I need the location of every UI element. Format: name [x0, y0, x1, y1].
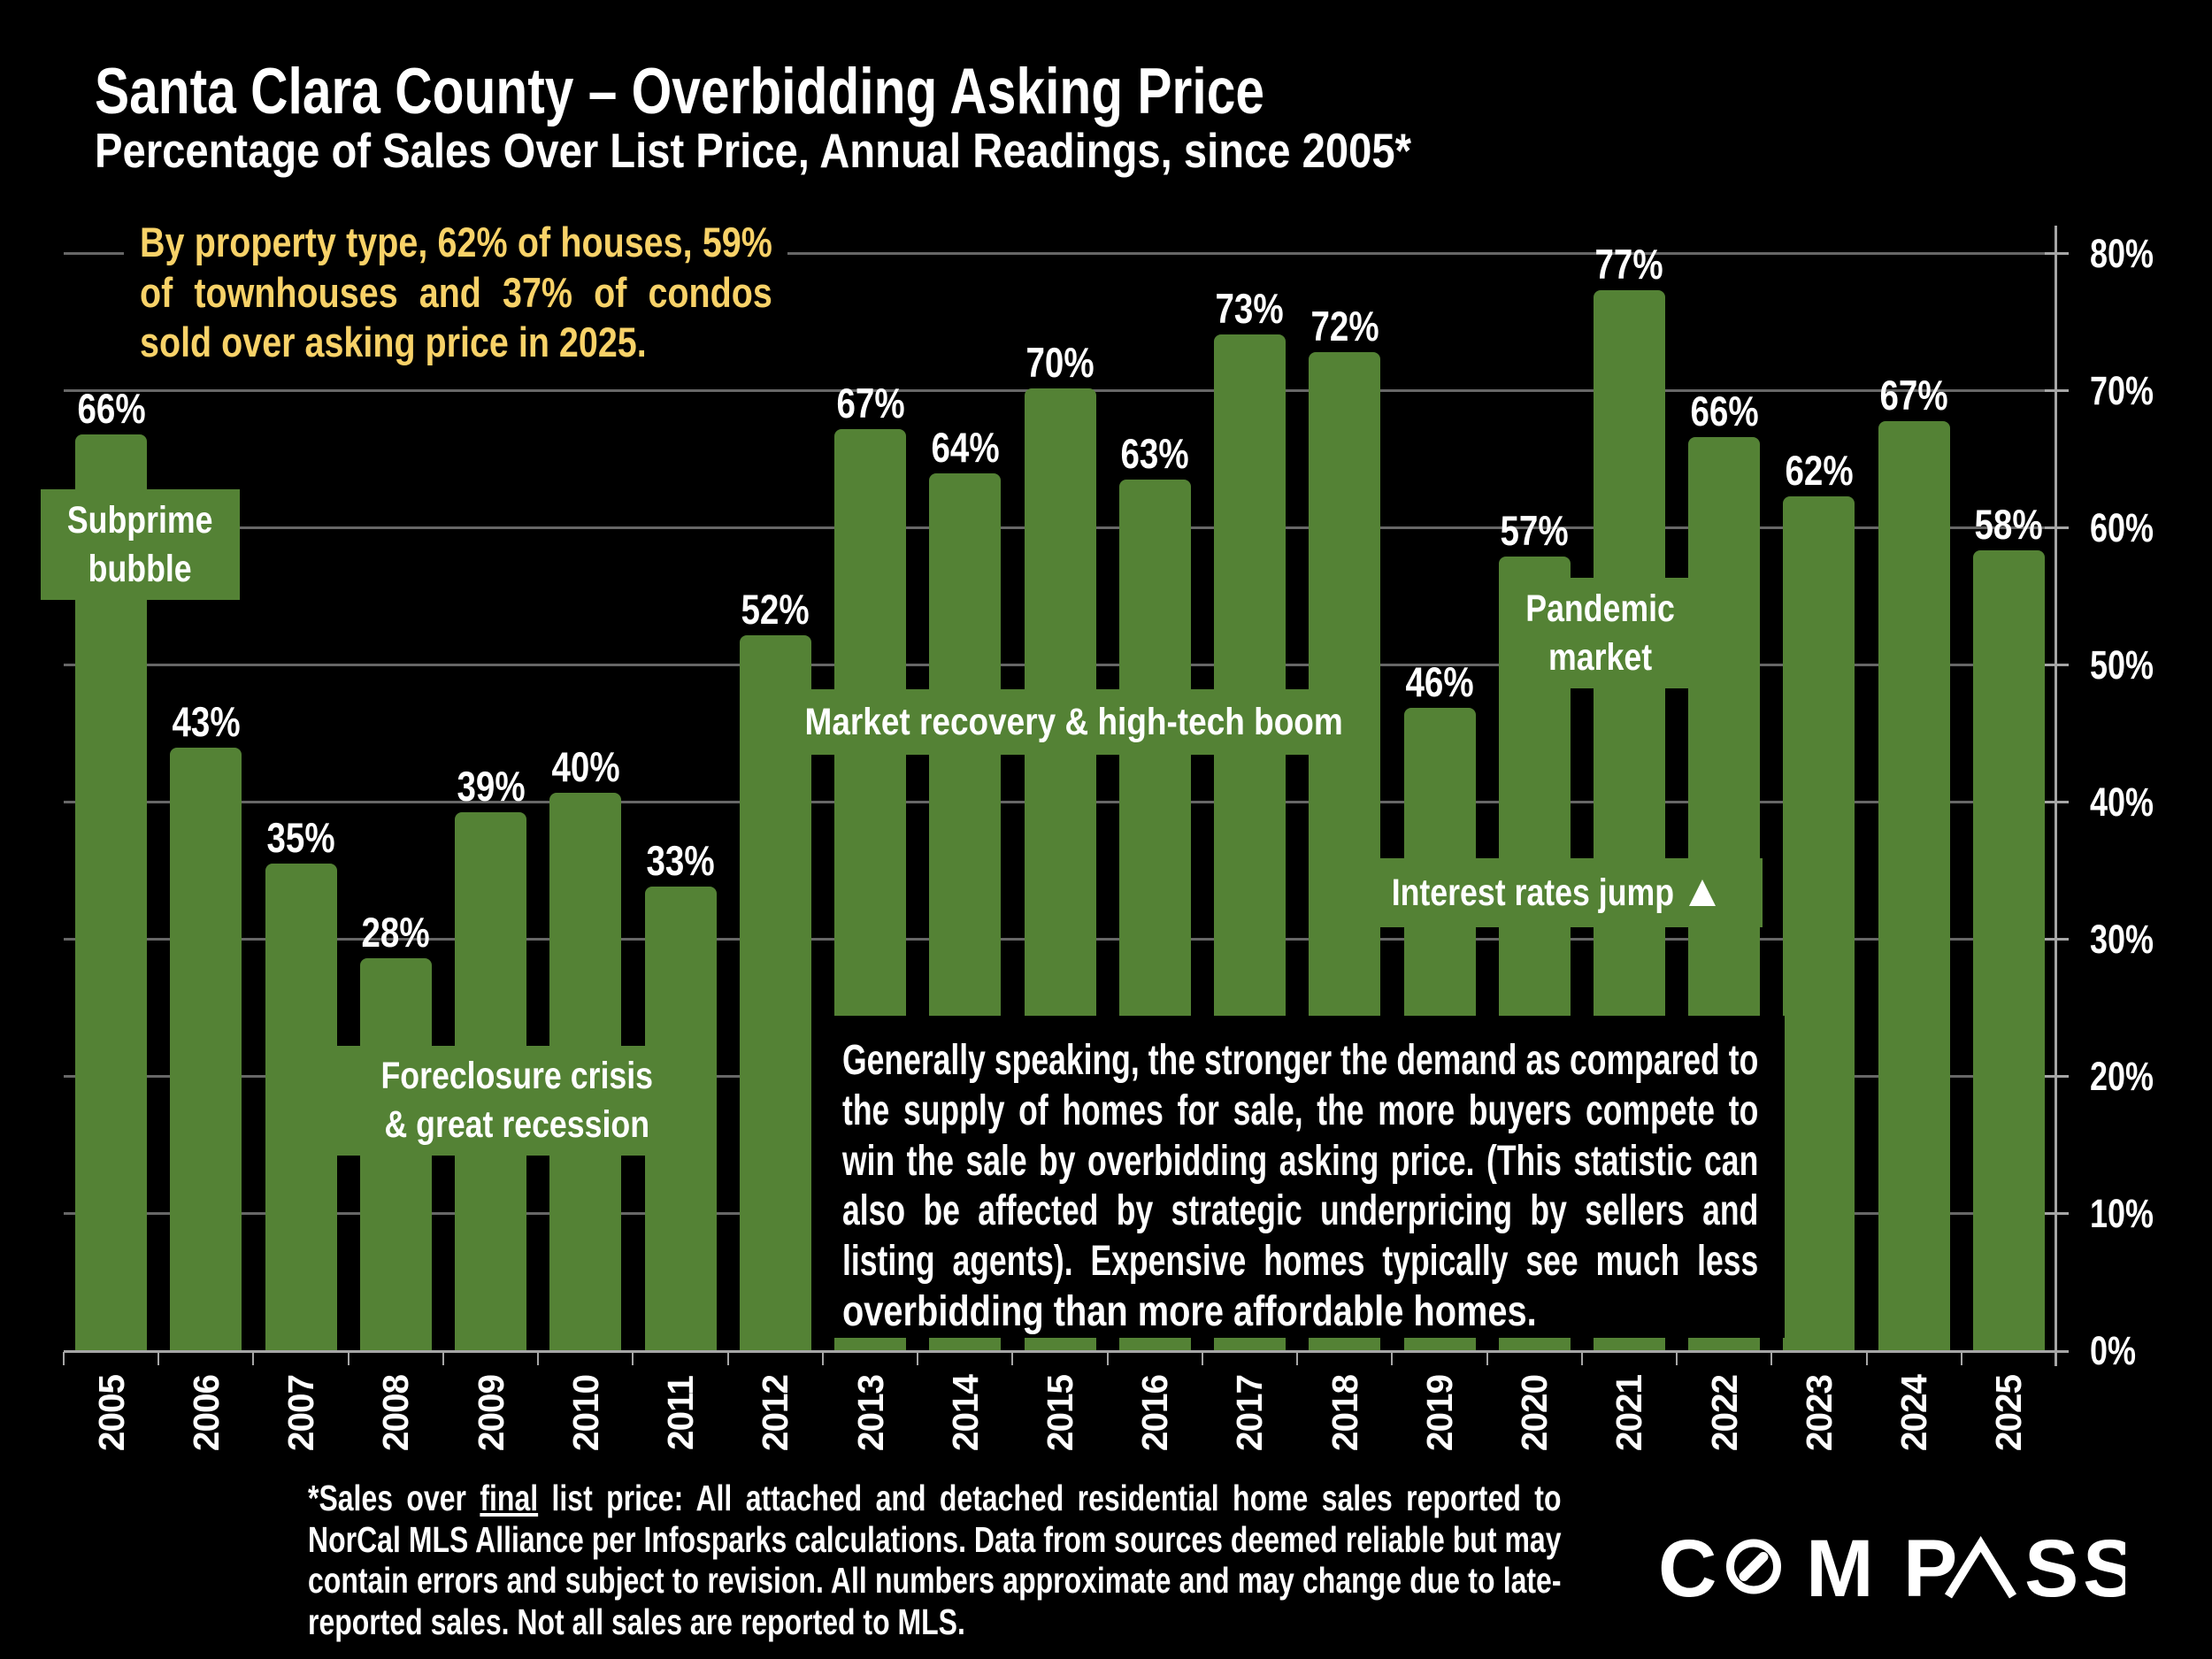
svg-text:M: M — [1806, 1535, 1874, 1599]
svg-text:S: S — [2024, 1535, 2078, 1599]
svg-text:C: C — [1658, 1535, 1717, 1599]
svg-text:S: S — [2083, 1535, 2125, 1599]
